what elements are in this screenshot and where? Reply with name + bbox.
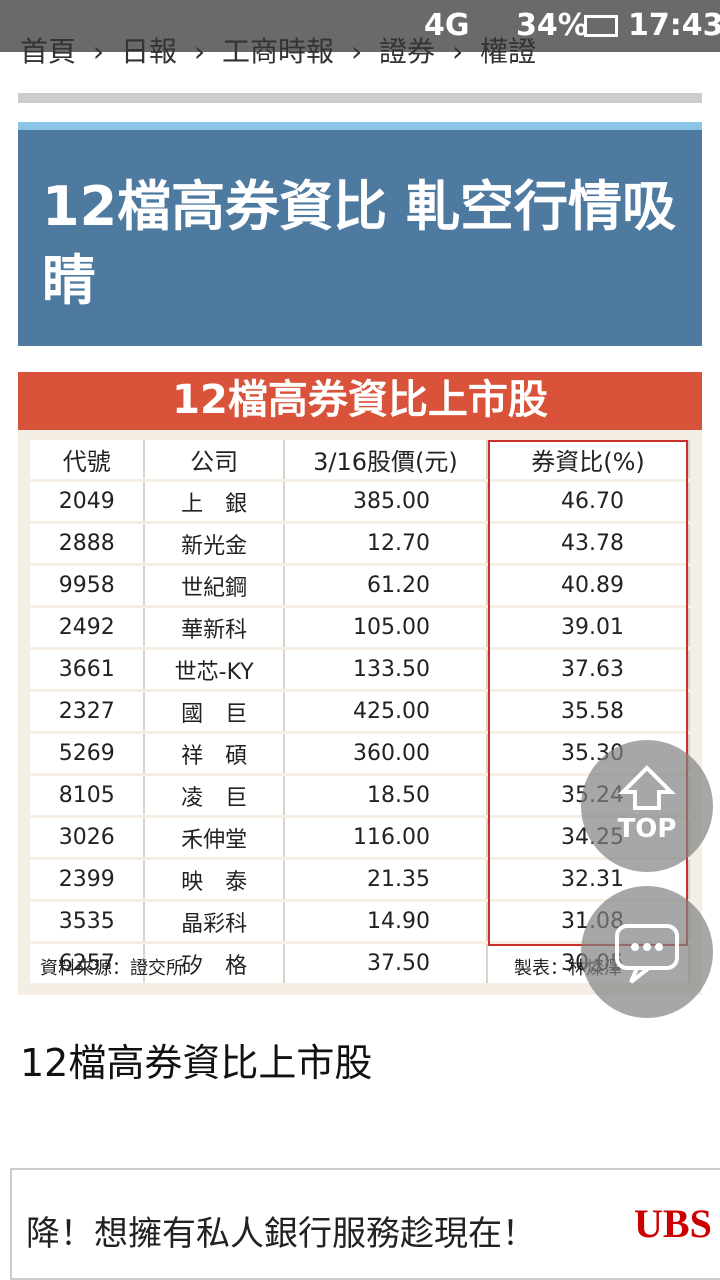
table-cell: 映 泰 <box>144 858 285 902</box>
stock-table: 代號 公司 3/16股價(元) 券資比(%) 2049 上 銀 385.00 46.70 288… <box>30 440 691 986</box>
header-cell: 3/16股價(元) <box>283 440 488 482</box>
source: 資料來源：證交所 <box>40 958 184 979</box>
time: 17:43 <box>628 8 720 43</box>
table-cell: 2049 <box>30 480 146 524</box>
article-title: 12檔高券資比 軋空行情吸睛 <box>18 122 702 346</box>
table-cell: 21.35 <box>283 858 488 902</box>
table-image: 12檔高券資比上市股 代號 公司 3/16股價(元) 券資比(%) 2049 上 銀 385… <box>18 372 702 995</box>
breadcrumb-item[interactable]: 工商時報 <box>222 35 335 68</box>
table-cell: 華新科 <box>144 606 285 650</box>
comment-button[interactable] <box>581 886 713 1018</box>
breadcrumb[interactable]: 首頁 › 日報 › 工商時報 › 證券 › 權證 <box>20 30 536 70</box>
table-cell: 3535 <box>30 900 146 944</box>
top-button[interactable]: TOP <box>581 740 713 872</box>
table-cell: 凌 巨 <box>144 774 285 818</box>
ad-brand: UBS <box>634 1201 712 1246</box>
table-cell: 425.00 <box>283 690 488 734</box>
table-cell: 8105 <box>30 774 146 818</box>
separator: › <box>76 35 122 68</box>
breadcrumb-item[interactable]: 首頁 <box>20 35 77 68</box>
table-cell: 18.50 <box>283 774 488 818</box>
table-cell: 43.78 <box>486 522 691 566</box>
ad-banner[interactable]: 降！想擁有私人銀行服務趁現在！ UBS <box>10 1168 720 1280</box>
table-row: 2399 映 泰 21.35 32.31 <box>30 858 691 902</box>
table-cell: 39.01 <box>486 606 691 650</box>
header-cell: 券資比(%) <box>486 440 691 482</box>
table-cell: 3026 <box>30 816 146 860</box>
breadcrumb-item[interactable]: 權證 <box>480 35 537 68</box>
table-row: 5269 祥 碩 360.00 35.30 <box>30 732 691 776</box>
table-cell: 46.70 <box>486 480 691 524</box>
table-row: 2327 國 巨 425.00 35.58 <box>30 690 691 734</box>
table-cell: 祥 碩 <box>144 732 285 776</box>
table-cell: 新光金 <box>144 522 285 566</box>
battery-icon <box>584 15 618 37</box>
table-cell: 12.70 <box>283 522 488 566</box>
divider <box>18 93 702 103</box>
header-cell: 公司 <box>144 440 285 482</box>
table-cell: 上 銀 <box>144 480 285 524</box>
network: 4G <box>424 8 470 43</box>
table-cell: 360.00 <box>283 732 488 776</box>
table-row: 2492 華新科 105.00 39.01 <box>30 606 691 650</box>
table-cell: 116.00 <box>283 816 488 860</box>
header-cell: 代號 <box>30 440 146 482</box>
status-bar: 4G 34% 17:43 <box>0 0 720 52</box>
breadcrumb-item[interactable]: 證券 <box>379 35 436 68</box>
table-cell: 2327 <box>30 690 146 734</box>
battery: 34% <box>516 8 588 43</box>
table-cell: 35.58 <box>486 690 691 734</box>
table-cell: 2399 <box>30 858 146 902</box>
top-icon <box>618 765 676 810</box>
table-cell: 國 巨 <box>144 690 285 734</box>
table-cell: 37.50 <box>283 942 488 986</box>
table-cell: 6257 <box>30 942 146 986</box>
table-cell: 35.30 <box>486 732 691 776</box>
table-cell: 61.20 <box>283 564 488 608</box>
table-cell: 385.00 <box>283 480 488 524</box>
table-cell: 禾伸堂 <box>144 816 285 860</box>
table-cell: 40.89 <box>486 564 691 608</box>
table-cell: 世芯-KY <box>144 648 285 692</box>
table-row: 2049 上 銀 385.00 46.70 <box>30 480 691 524</box>
table-cell: 世紀鋼 <box>144 564 285 608</box>
table-title: 12檔高券資比上市股 <box>18 372 702 430</box>
top-label: TOP <box>617 814 677 844</box>
table-cell: 5269 <box>30 732 146 776</box>
table-cell: 2888 <box>30 522 146 566</box>
table-cell: 矽 格 <box>144 942 285 986</box>
table-cell: 3661 <box>30 648 146 692</box>
separator: › <box>334 35 380 68</box>
table-cell: 14.90 <box>283 900 488 944</box>
header-row: 代號 公司 3/16股價(元) 券資比(%) <box>30 440 691 482</box>
comment-icon <box>615 924 679 984</box>
table-cell: 133.50 <box>283 648 488 692</box>
table-cell: 105.00 <box>283 606 488 650</box>
table-row: 9958 世紀鋼 61.20 40.89 <box>30 564 691 608</box>
table-cell: 9958 <box>30 564 146 608</box>
breadcrumb-item[interactable]: 日報 <box>121 35 178 68</box>
table-cell: 晶彩科 <box>144 900 285 944</box>
table-row: 2888 新光金 12.70 43.78 <box>30 522 691 566</box>
ad-text: 降！想擁有私人銀行服務趁現在！ <box>26 1214 536 1254</box>
table-cell: 2492 <box>30 606 146 650</box>
caption: 12檔高券資比上市股 <box>20 1041 373 1085</box>
separator: › <box>177 35 223 68</box>
separator: › <box>435 35 481 68</box>
